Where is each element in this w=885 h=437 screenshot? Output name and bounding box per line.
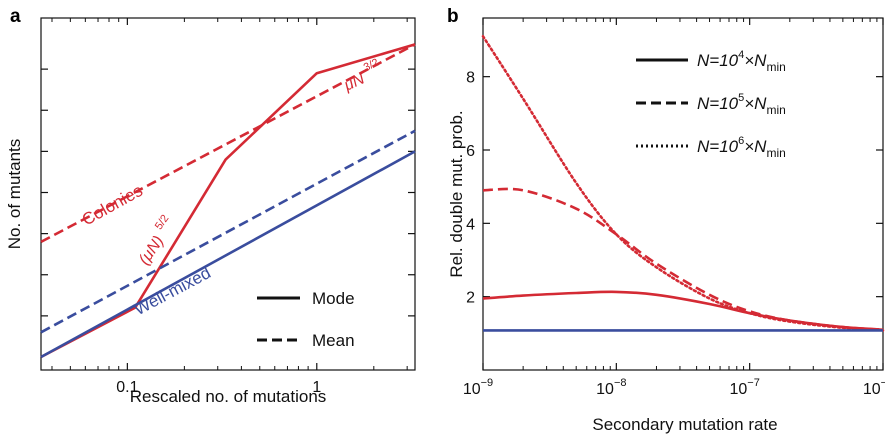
- a-xtick-label: 0.1: [116, 379, 138, 396]
- b-xtick-label: 10−9: [463, 377, 493, 398]
- b-xtick-label: 10−7: [729, 377, 759, 398]
- panel-b-ticks: 2 4 6 8 10−9 10−8 10−7 10−6: [463, 18, 885, 398]
- b-ytick-label: 2: [466, 290, 475, 307]
- mu-n-52-annotation: (μN) 5/2: [136, 213, 172, 268]
- legend-n6-label: N=106×Nmin: [697, 135, 786, 160]
- mu-n-32-annotation: μN 3/2: [341, 57, 381, 95]
- legend-n6-mid: ×N: [744, 137, 767, 156]
- legend-mode-label: Mode: [312, 289, 355, 308]
- legend-n5-sub: min: [766, 103, 785, 117]
- legend-n4-mid: ×N: [744, 51, 767, 70]
- mu-n-32-base: μN: [341, 70, 368, 95]
- panel-b-ylabel: Rel. double mut. prob.: [447, 110, 466, 277]
- legend-n5-label: N=105×Nmin: [697, 92, 786, 117]
- legend-n5-mid: ×N: [744, 94, 767, 113]
- series-colonies-mode: [40, 43, 416, 359]
- b-xtick-label: 10−8: [596, 377, 626, 398]
- panel-b-series: [481, 35, 885, 332]
- legend-mean-label: Mean: [312, 331, 355, 350]
- panel-b-legend: N=104×Nmin N=105×Nmin N=106×Nmin: [636, 49, 786, 160]
- series-n-10-5-n-min: [482, 187, 884, 331]
- mu-n-32-exp: 3/2: [362, 57, 381, 74]
- series-colonies-mean: [40, 43, 416, 244]
- legend-n5-pre: N=10: [697, 94, 739, 113]
- panel-b-xlabel: Secondary mutation rate: [592, 415, 777, 434]
- series-n-10-4-n-min: [482, 290, 884, 331]
- panel-b-frame: [482, 17, 884, 371]
- panel-a-legend: Mode Mean: [257, 289, 355, 350]
- colonies-annotation: Colonies: [79, 181, 146, 230]
- panel-a-label: a: [10, 6, 21, 27]
- series-well-mixed-mean: [40, 129, 416, 334]
- panel-a-ticks: 0.1 1: [41, 18, 415, 396]
- legend-n5-exp: 5: [738, 92, 744, 104]
- b-ytick-label: 6: [466, 143, 475, 160]
- panel-a-ylabel: No. of mutants: [5, 139, 24, 250]
- legend-n6-sub: min: [766, 146, 785, 160]
- well-mixed-annotation: Well-mixed: [131, 263, 214, 319]
- legend-n6-exp: 6: [738, 135, 744, 147]
- legend-n4-sub: min: [766, 60, 785, 74]
- a-xtick-label: 1: [312, 379, 321, 396]
- b-xtick-label: 10−6: [863, 377, 885, 398]
- b-ytick-label: 8: [466, 70, 475, 87]
- panel-a-xlabel: Rescaled no. of mutations: [130, 387, 327, 406]
- legend-n6-pre: N=10: [697, 137, 739, 156]
- panel-b-label: b: [447, 6, 459, 27]
- panel-b-axes: 2 4 6 8 10−9 10−8 10−7 10−6 Secondary mutation …: [447, 17, 885, 434]
- series-well-mixed-mode: [40, 150, 416, 359]
- legend-n4-label: N=104×Nmin: [697, 49, 786, 74]
- series-n-10-6-n-min: [481, 35, 885, 332]
- panel-a-axes: 0.1 1 Rescaled no. of mutations No. of mu…: [5, 17, 416, 406]
- b-ytick-label: 4: [466, 216, 475, 233]
- mu-n-52-exp: 5/2: [153, 213, 172, 232]
- legend-n4-exp: 4: [738, 49, 744, 61]
- panel-a-series: [40, 43, 416, 359]
- legend-n4-pre: N=10: [697, 51, 739, 70]
- panel-a-frame: [40, 17, 416, 371]
